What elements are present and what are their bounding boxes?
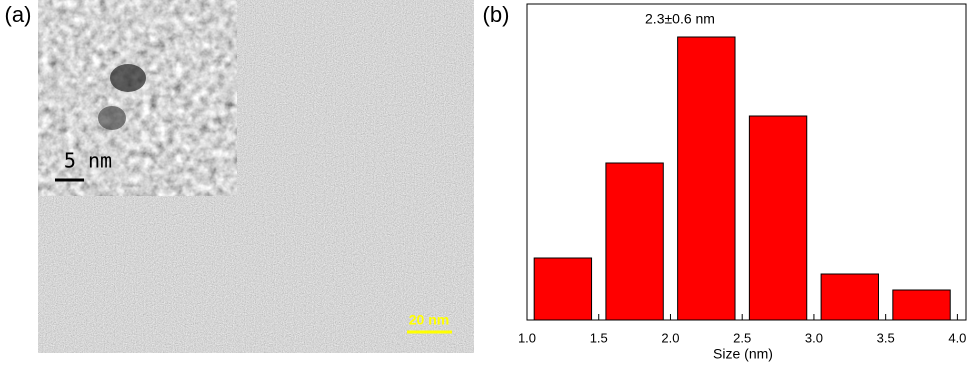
scale-bar-label: 20 nm (409, 312, 449, 328)
x-tick-label: 1.5 (590, 330, 608, 345)
panel-label: (b) (483, 2, 510, 27)
x-tick-label: 2.5 (733, 330, 751, 345)
x-tick-label: 1.0 (518, 330, 536, 345)
x-tick-label: 3.0 (805, 330, 823, 345)
bar (892, 289, 951, 321)
bar (533, 257, 593, 321)
bar (605, 162, 664, 321)
x-axis-label: Size (nm) (713, 346, 773, 362)
particle (110, 64, 146, 92)
bar (748, 115, 808, 321)
panel-label: (a) (5, 2, 32, 27)
annotation: 2.3±0.6 nm (645, 11, 715, 27)
tem-inset (38, 0, 237, 196)
scale-bar-label: 5 nm (64, 149, 112, 173)
x-tick-label: 2.0 (661, 330, 679, 345)
x-tick-label: 4.0 (948, 330, 966, 345)
plot-frame (526, 3, 967, 321)
particle (98, 106, 126, 130)
bar (820, 273, 879, 321)
x-tick-label: 3.5 (877, 330, 895, 345)
bar (677, 36, 736, 321)
